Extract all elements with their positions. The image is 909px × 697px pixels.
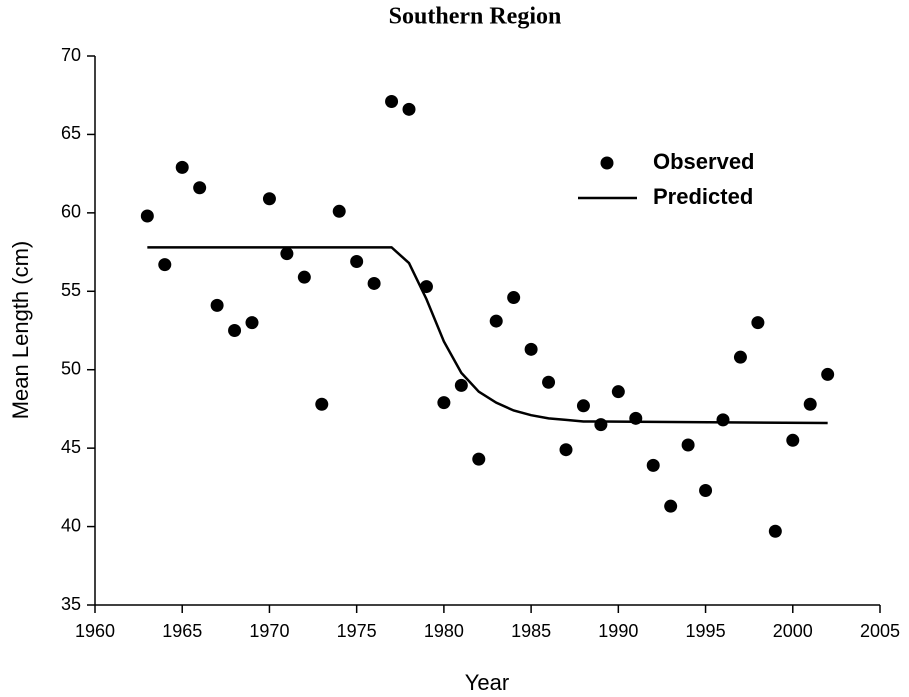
x-tick-label: 1975 — [337, 621, 377, 641]
y-tick-label: 60 — [61, 202, 81, 222]
data-point — [699, 483, 713, 497]
y-tick-label: 50 — [61, 358, 81, 378]
chart-title: Southern Region — [389, 4, 562, 30]
data-point — [611, 385, 625, 399]
data-point — [454, 378, 468, 392]
y-tick-label: 40 — [61, 515, 81, 535]
data-point — [576, 399, 590, 413]
data-point — [367, 276, 381, 290]
x-tick-label: 1980 — [424, 621, 464, 641]
data-point — [803, 397, 817, 411]
data-point — [332, 204, 346, 218]
data-point — [210, 298, 224, 312]
data-point — [158, 258, 172, 272]
data-point — [646, 458, 660, 472]
x-tick-label: 1970 — [249, 621, 289, 641]
y-tick-label: 65 — [61, 123, 81, 143]
data-point — [385, 94, 399, 108]
data-point — [768, 524, 782, 538]
data-point — [437, 396, 451, 410]
x-tick-label: 1985 — [511, 621, 551, 641]
data-point — [542, 375, 556, 389]
data-point — [228, 324, 242, 337]
data-point — [733, 350, 747, 364]
data-point — [507, 291, 521, 305]
data-point — [821, 367, 835, 381]
data-point — [175, 160, 189, 174]
data-point — [681, 438, 695, 452]
y-tick-label: 70 — [61, 45, 81, 65]
data-point — [262, 192, 276, 206]
legend-label: Predicted — [653, 184, 753, 209]
x-tick-label: 1965 — [162, 621, 202, 641]
data-point — [280, 247, 294, 261]
data-point — [594, 418, 608, 432]
data-point — [664, 499, 678, 513]
data-point — [716, 413, 730, 427]
legend-marker — [600, 156, 614, 170]
predicted-line — [147, 246, 828, 425]
data-point — [350, 254, 364, 268]
legend-label: Observed — [653, 149, 755, 174]
data-point — [524, 342, 538, 356]
data-point — [140, 209, 154, 223]
x-axis-label: Year — [465, 670, 509, 695]
data-point — [193, 181, 207, 195]
x-tick-label: 1995 — [686, 621, 726, 641]
data-point — [559, 443, 573, 457]
data-point — [472, 452, 486, 466]
y-tick-label: 55 — [61, 280, 81, 300]
y-tick-label: 35 — [61, 594, 81, 614]
data-point — [786, 433, 800, 447]
x-tick-label: 2000 — [773, 621, 813, 641]
x-tick-label: 2005 — [860, 621, 900, 641]
data-point — [489, 314, 503, 328]
y-axis-label: Mean Length (cm) — [8, 241, 33, 420]
data-point — [315, 397, 329, 411]
data-point — [245, 316, 259, 330]
x-tick-label: 1990 — [598, 621, 638, 641]
data-point — [297, 270, 311, 284]
data-point — [402, 102, 416, 116]
x-tick-label: 1960 — [75, 621, 115, 641]
y-tick-label: 45 — [61, 437, 81, 457]
data-point — [751, 316, 765, 330]
